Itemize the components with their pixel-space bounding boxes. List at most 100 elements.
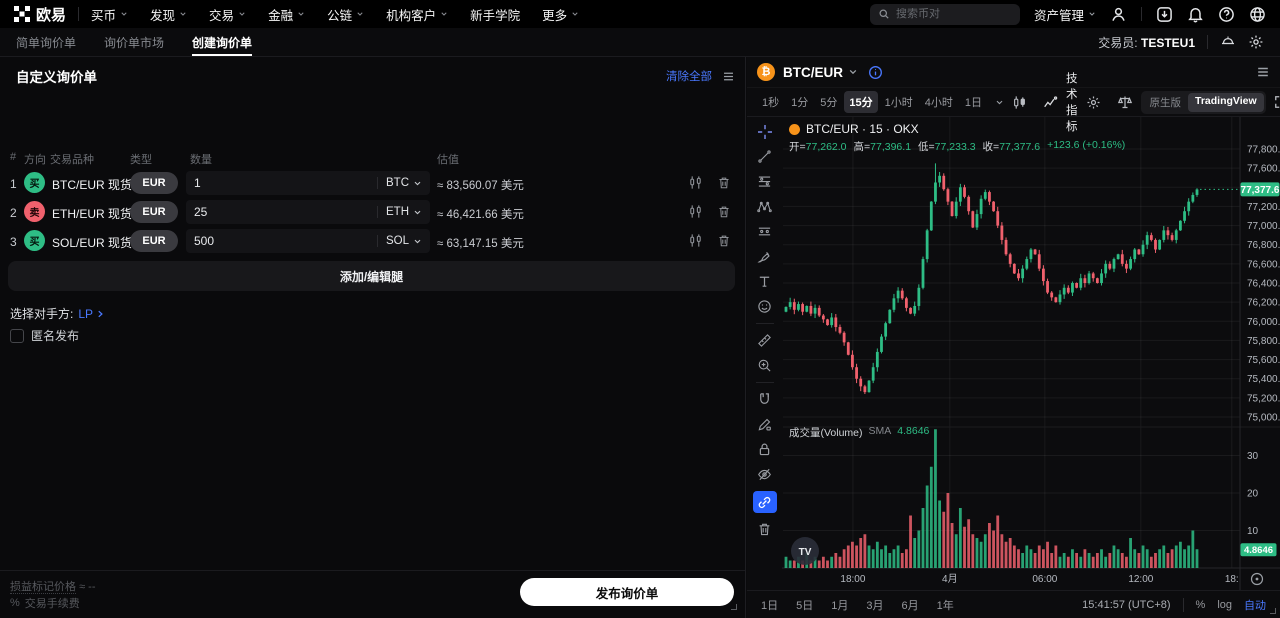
trash-tool-icon[interactable] [753, 521, 777, 538]
search-input[interactable] [895, 8, 1006, 20]
trend-line-tool-icon[interactable] [753, 148, 777, 165]
interval-chevron-down-icon[interactable] [995, 98, 1004, 107]
info-icon[interactable] [868, 65, 883, 80]
compare-scale-icon[interactable] [1117, 94, 1133, 110]
percent-scale-toggle[interactable]: % [1195, 598, 1206, 611]
nav-item-新手学院[interactable]: 新手学院 [470, 5, 520, 24]
text-tool-icon[interactable] [753, 273, 777, 290]
chart-settings-gear-icon[interactable] [1086, 95, 1101, 110]
long-position-tool-icon[interactable] [753, 223, 777, 240]
counterparty-link[interactable]: LP [78, 307, 105, 321]
delete-leg-trash-icon[interactable] [717, 204, 731, 219]
okx-logo[interactable]: 欧易 [14, 4, 66, 25]
emoji-tool-icon[interactable] [753, 298, 777, 315]
range-1月[interactable]: 1月 [831, 599, 849, 612]
nav-item-机构客户[interactable]: 机构客户 [386, 5, 448, 24]
nav-item-更多[interactable]: 更多 [542, 5, 579, 24]
nav-item-金融[interactable]: 金融 [268, 5, 305, 24]
unit-dropdown[interactable]: SOL [376, 235, 422, 247]
delete-leg-trash-icon[interactable] [717, 175, 731, 190]
range-5日[interactable]: 5日 [796, 599, 814, 612]
trading-fee[interactable]: % 交易手续费 [10, 597, 80, 610]
nav-item-label: 公链 [327, 8, 353, 23]
fib-retracement-tool-icon[interactable] [753, 173, 777, 190]
draw-tool-icon[interactable] [753, 416, 777, 433]
help-icon[interactable] [1218, 6, 1235, 23]
unit-dropdown[interactable]: ETH [377, 206, 422, 218]
tab-询价单市场[interactable]: 询价单市场 [104, 35, 165, 50]
add-edit-leg-button[interactable]: 添加/编辑腿 [8, 261, 735, 291]
tab-简单询价单[interactable]: 简单询价单 [16, 35, 77, 50]
range-3月[interactable]: 3月 [866, 599, 884, 612]
delete-leg-trash-icon[interactable] [717, 233, 731, 248]
zoom-in-tool-icon[interactable] [753, 357, 777, 374]
hat-icon[interactable] [1220, 34, 1236, 50]
tradingview-option[interactable]: TradingView [1188, 92, 1264, 112]
toolbar-divider [755, 382, 774, 383]
range-1年[interactable]: 1年 [936, 599, 954, 612]
download-app-icon[interactable] [1156, 6, 1173, 23]
nav-item-公链[interactable]: 公链 [327, 5, 364, 24]
timeframe-1小时[interactable]: 1小时 [884, 97, 913, 109]
timeframe-1分[interactable]: 1分 [791, 97, 809, 109]
view-chart-candles-icon[interactable] [688, 204, 703, 219]
xabcd-pattern-tool-icon[interactable] [753, 198, 777, 215]
panel-list-icon[interactable] [1256, 65, 1270, 79]
anonymous-checkbox[interactable] [10, 328, 24, 343]
magnet-tool-icon[interactable] [753, 391, 777, 408]
quantity-input[interactable]: ETH [186, 200, 430, 224]
timeframe-15分[interactable]: 15分 [844, 91, 878, 113]
chevron-down-icon[interactable] [848, 67, 858, 77]
timeframe-4小时[interactable]: 4小时 [924, 97, 953, 109]
user-icon[interactable] [1110, 6, 1127, 23]
quantity-value[interactable] [194, 205, 377, 219]
quantity-value[interactable] [194, 234, 377, 248]
nav-item-发现[interactable]: 发现 [150, 5, 187, 24]
panel-resize-corner[interactable] [731, 604, 737, 610]
fullscreen-expand-icon[interactable] [1274, 95, 1280, 109]
notifications-bell-icon[interactable] [1187, 6, 1204, 23]
unit-dropdown[interactable]: BTC [377, 177, 422, 189]
chart-resize-corner[interactable] [1270, 608, 1276, 614]
settings-gear-icon[interactable] [1248, 34, 1264, 50]
native-version-option[interactable]: 原生版 [1149, 96, 1182, 109]
range-6月[interactable]: 6月 [901, 599, 919, 612]
hide-drawings-tool-icon[interactable] [753, 466, 777, 483]
candlestick-chart[interactable]: 75,000.0 75,200.0 75,400.0 75,600.0 75,800.0… [782, 117, 1280, 590]
quantity-input[interactable]: BTC [186, 171, 430, 195]
lock-tool-icon[interactable] [753, 441, 777, 458]
quantity-input[interactable]: SOL [186, 229, 430, 253]
ruler-tool-icon[interactable] [753, 332, 777, 349]
panel-menu-icon[interactable] [722, 70, 735, 83]
nav-item-交易[interactable]: 交易 [209, 5, 246, 24]
svg-text:76,600.0: 76,600.0 [1247, 259, 1280, 270]
auto-scale-toggle[interactable]: 自动 [1244, 599, 1266, 612]
type-pill[interactable]: EUR [130, 172, 178, 194]
view-chart-candles-icon[interactable] [688, 175, 703, 190]
search-box[interactable] [869, 3, 1020, 25]
crosshair-tool-icon[interactable] [753, 123, 777, 140]
link-tool-icon[interactable] [752, 491, 777, 513]
log-scale-toggle[interactable]: log [1217, 598, 1232, 611]
chart-area[interactable]: 75,000.0 75,200.0 75,400.0 75,600.0 75,800.0… [747, 117, 1280, 590]
candle-style-icon[interactable] [1012, 95, 1027, 110]
timeframe-1秒[interactable]: 1秒 [762, 97, 780, 109]
chart-clock[interactable]: 15:41:57 (UTC+8) [1082, 598, 1171, 611]
indicators-button[interactable]: 技术指标 [1066, 73, 1078, 133]
chart-symbol[interactable]: BTC/EUR [783, 64, 843, 80]
brush-tool-icon[interactable] [753, 248, 777, 265]
svg-text:4.8646: 4.8646 [1244, 545, 1273, 556]
language-globe-icon[interactable] [1249, 6, 1266, 23]
clear-all-link[interactable]: 清除全部 [666, 71, 712, 83]
timeframe-5分[interactable]: 5分 [820, 97, 838, 109]
asset-management-menu[interactable]: 资产管理 [1034, 5, 1096, 24]
nav-item-买币[interactable]: 买币 [91, 5, 128, 24]
type-pill[interactable]: EUR [130, 230, 178, 252]
range-1日[interactable]: 1日 [761, 599, 779, 612]
publish-rfq-button[interactable]: 发布询价单 [520, 578, 734, 606]
tab-创建询价单[interactable]: 创建询价单 [192, 28, 253, 56]
timeframe-1日[interactable]: 1日 [964, 97, 982, 109]
view-chart-candles-icon[interactable] [688, 233, 703, 248]
type-pill[interactable]: EUR [130, 201, 178, 223]
quantity-value[interactable] [194, 176, 377, 190]
